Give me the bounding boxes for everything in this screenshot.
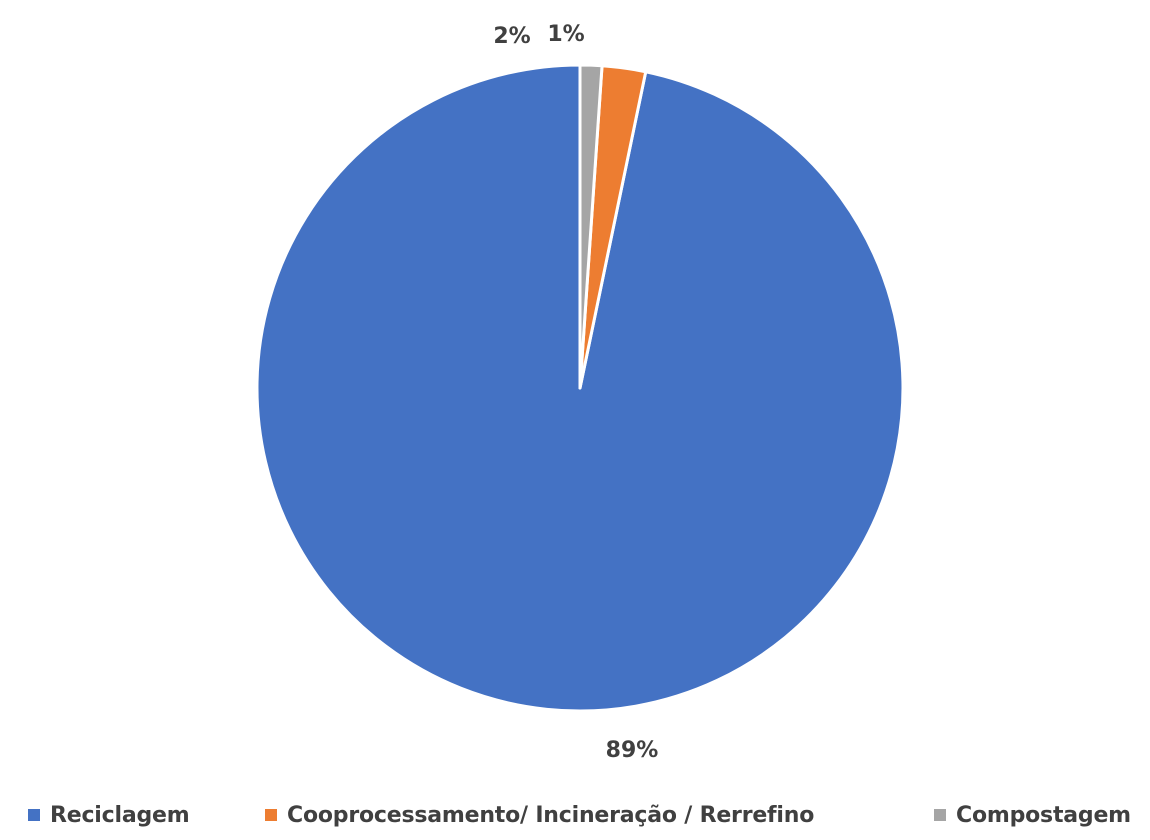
legend-swatch-reciclagem [28,809,40,821]
pie-slices [255,63,905,713]
legend-item-cooprocessamento: Cooprocessamento/ Incineração / Rerrefin… [265,797,814,833]
data-label-compostagem: 1% [547,22,584,47]
pie-slice-compostagem [578,63,604,390]
legend-label-reciclagem: Reciclagem [50,802,190,828]
legend-swatch-cooprocessamento [265,809,277,821]
legend-item-reciclagem: Reciclagem [28,797,190,833]
legend-label-compostagem: Compostagem [956,802,1131,828]
legend-item-compostagem: Compostagem [934,797,1131,833]
legend-label-cooprocessamento: Cooprocessamento/ Incineração / Rerrefin… [287,802,815,828]
data-label-cooprocessamento: 2% [493,24,530,49]
pie-data-labels: 89% 2% 1% [493,22,658,763]
legend-swatch-compostagem [934,809,946,821]
data-label-reciclagem: 89% [606,738,659,763]
chart-legend: Reciclagem Cooprocessamento/ Incineração… [0,797,1150,833]
